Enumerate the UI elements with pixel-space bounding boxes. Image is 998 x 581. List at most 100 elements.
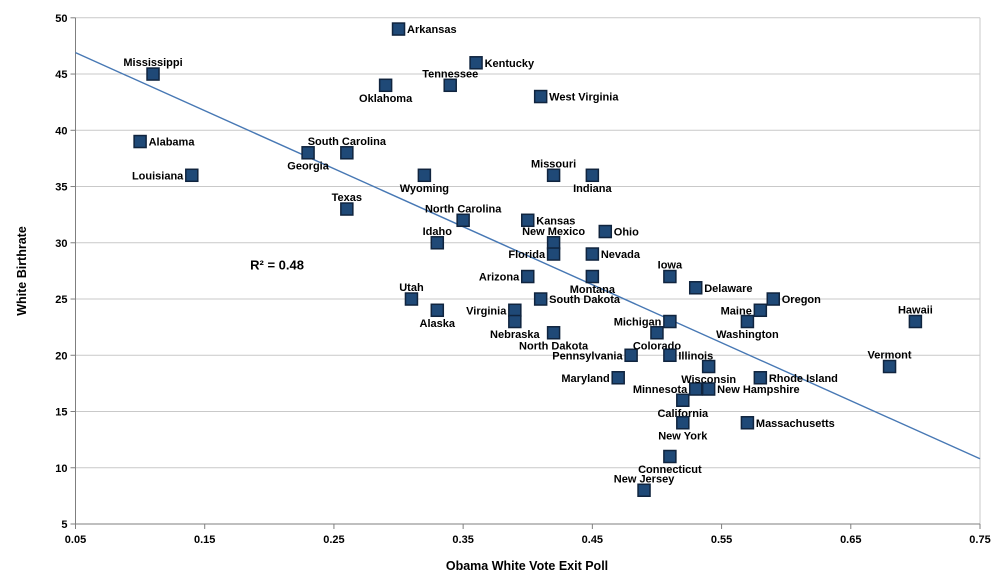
data-point-marker: [340, 146, 354, 160]
data-point-label: Washington: [716, 329, 779, 341]
x-tick-label: 0.25: [323, 534, 344, 546]
y-tick-label: 45: [55, 69, 67, 81]
data-point-marker: [533, 89, 548, 104]
data-point-marker: [701, 359, 716, 374]
data-point-marker: [611, 371, 625, 385]
data-point-label: Minnesota: [633, 384, 688, 396]
x-tick-label: 0.35: [452, 534, 473, 546]
data-point-marker: [766, 292, 781, 306]
data-point-label: Arizona: [479, 272, 520, 284]
axes-layer: [70, 17, 981, 529]
data-point-marker: [443, 78, 457, 93]
data-point-marker: [598, 224, 613, 239]
data-point-label: Louisiana: [132, 170, 184, 182]
data-point-label: Nebraska: [490, 329, 540, 341]
data-point-marker: [391, 22, 406, 36]
data-point-label: Kentucky: [485, 58, 535, 70]
gridlines-layer: [75, 17, 981, 524]
trendline-layer: [75, 52, 981, 460]
data-point-marker: [650, 326, 664, 340]
y-tick-label: 40: [55, 125, 67, 137]
y-tick-label: 5: [61, 519, 67, 531]
data-point-label: South Carolina: [308, 136, 387, 148]
data-point-label: New Jersey: [614, 473, 675, 485]
data-point-label: Maine: [721, 305, 752, 317]
data-point-label: Illinois: [678, 350, 713, 362]
data-point-marker: [585, 247, 600, 261]
data-point-marker: [546, 326, 561, 340]
data-point-label: Utah: [399, 282, 424, 294]
data-point-label: Virginia: [466, 305, 507, 317]
data-point-label: New Hampshire: [717, 384, 800, 396]
data-point-label: Oklahoma: [359, 93, 413, 105]
data-point-label: Hawaii: [898, 305, 933, 317]
data-point-label: New Mexico: [522, 226, 585, 238]
data-point-label: Missouri: [531, 158, 576, 170]
y-tick-label: 35: [55, 182, 67, 194]
data-point-marker: [546, 247, 561, 261]
data-point-marker: [637, 483, 651, 498]
y-tick-label: 20: [55, 350, 67, 362]
data-point-marker: [430, 236, 445, 250]
data-point-marker: [585, 269, 600, 284]
data-point-label: Massachusetts: [756, 418, 835, 430]
data-point-marker: [701, 382, 716, 396]
data-point-marker: [688, 281, 703, 295]
data-point-marker: [753, 371, 768, 385]
data-point-marker: [417, 168, 432, 183]
data-point-marker: [688, 382, 703, 396]
data-point-label: Kansas: [536, 215, 575, 227]
trendline: [75, 52, 981, 460]
data-point-label: North Carolina: [425, 203, 502, 215]
data-point-marker: [378, 78, 393, 93]
data-point-marker: [521, 269, 535, 284]
data-point-marker: [185, 168, 199, 183]
data-point-label: Vermont: [868, 350, 912, 362]
tick-labels-layer: 5 10 15 20 25 30 35 40 45 50 0.05 0.15 0.25 0.35 0.45 0…: [55, 13, 990, 546]
data-point-marker: [404, 292, 419, 306]
data-point-marker: [676, 393, 690, 408]
data-point-label: Wisconsin: [681, 374, 736, 386]
data-point-marker: [663, 449, 677, 464]
data-point-label: Maryland: [561, 373, 609, 385]
y-tick-label: 30: [55, 238, 67, 250]
r-squared-annotation: R² = 0.48: [250, 257, 304, 272]
data-point-marker: [908, 314, 923, 329]
y-tick-label: 10: [55, 463, 67, 475]
data-point-label: New York: [658, 430, 708, 442]
data-point-label: Connecticut: [638, 464, 702, 476]
data-point-marker: [508, 303, 522, 318]
x-tick-label: 0.55: [711, 534, 732, 546]
data-point-marker: [740, 314, 755, 329]
data-point-marker: [508, 314, 522, 329]
y-tick-label: 25: [55, 294, 67, 306]
data-point-marker: [469, 56, 483, 70]
y-tick-label: 15: [55, 407, 67, 419]
data-point-label: Florida: [508, 249, 546, 261]
x-tick-label: 0.05: [65, 534, 86, 546]
data-point-marker: [740, 416, 755, 430]
data-point-label: Georgia: [287, 160, 329, 172]
data-points-layer: Alabama Mississippi Louisiana Georgia South …: [123, 22, 933, 498]
y-tick-label: 50: [55, 13, 67, 25]
data-point-marker: [882, 359, 897, 374]
x-tick-label: 0.65: [840, 534, 861, 546]
data-point-label: Nevada: [601, 249, 641, 261]
data-point-label: West Virginia: [549, 92, 619, 104]
data-point-label: Ohio: [614, 227, 639, 239]
data-point-marker: [676, 416, 690, 430]
data-point-label: Alaska: [420, 318, 456, 330]
data-point-label: Mississippi: [123, 57, 182, 69]
data-point-marker: [430, 303, 445, 318]
data-point-label: Delaware: [704, 283, 752, 295]
data-point-label: Rhode Island: [769, 373, 838, 385]
data-point-label: Tennessee: [422, 68, 478, 80]
data-point-marker: [533, 292, 548, 306]
data-point-label: Idaho: [423, 226, 453, 238]
data-point-label: Texas: [332, 192, 362, 204]
data-point-label: Indiana: [573, 183, 612, 195]
data-point-marker: [133, 134, 147, 149]
data-point-label: Pennsylvania: [552, 350, 623, 362]
